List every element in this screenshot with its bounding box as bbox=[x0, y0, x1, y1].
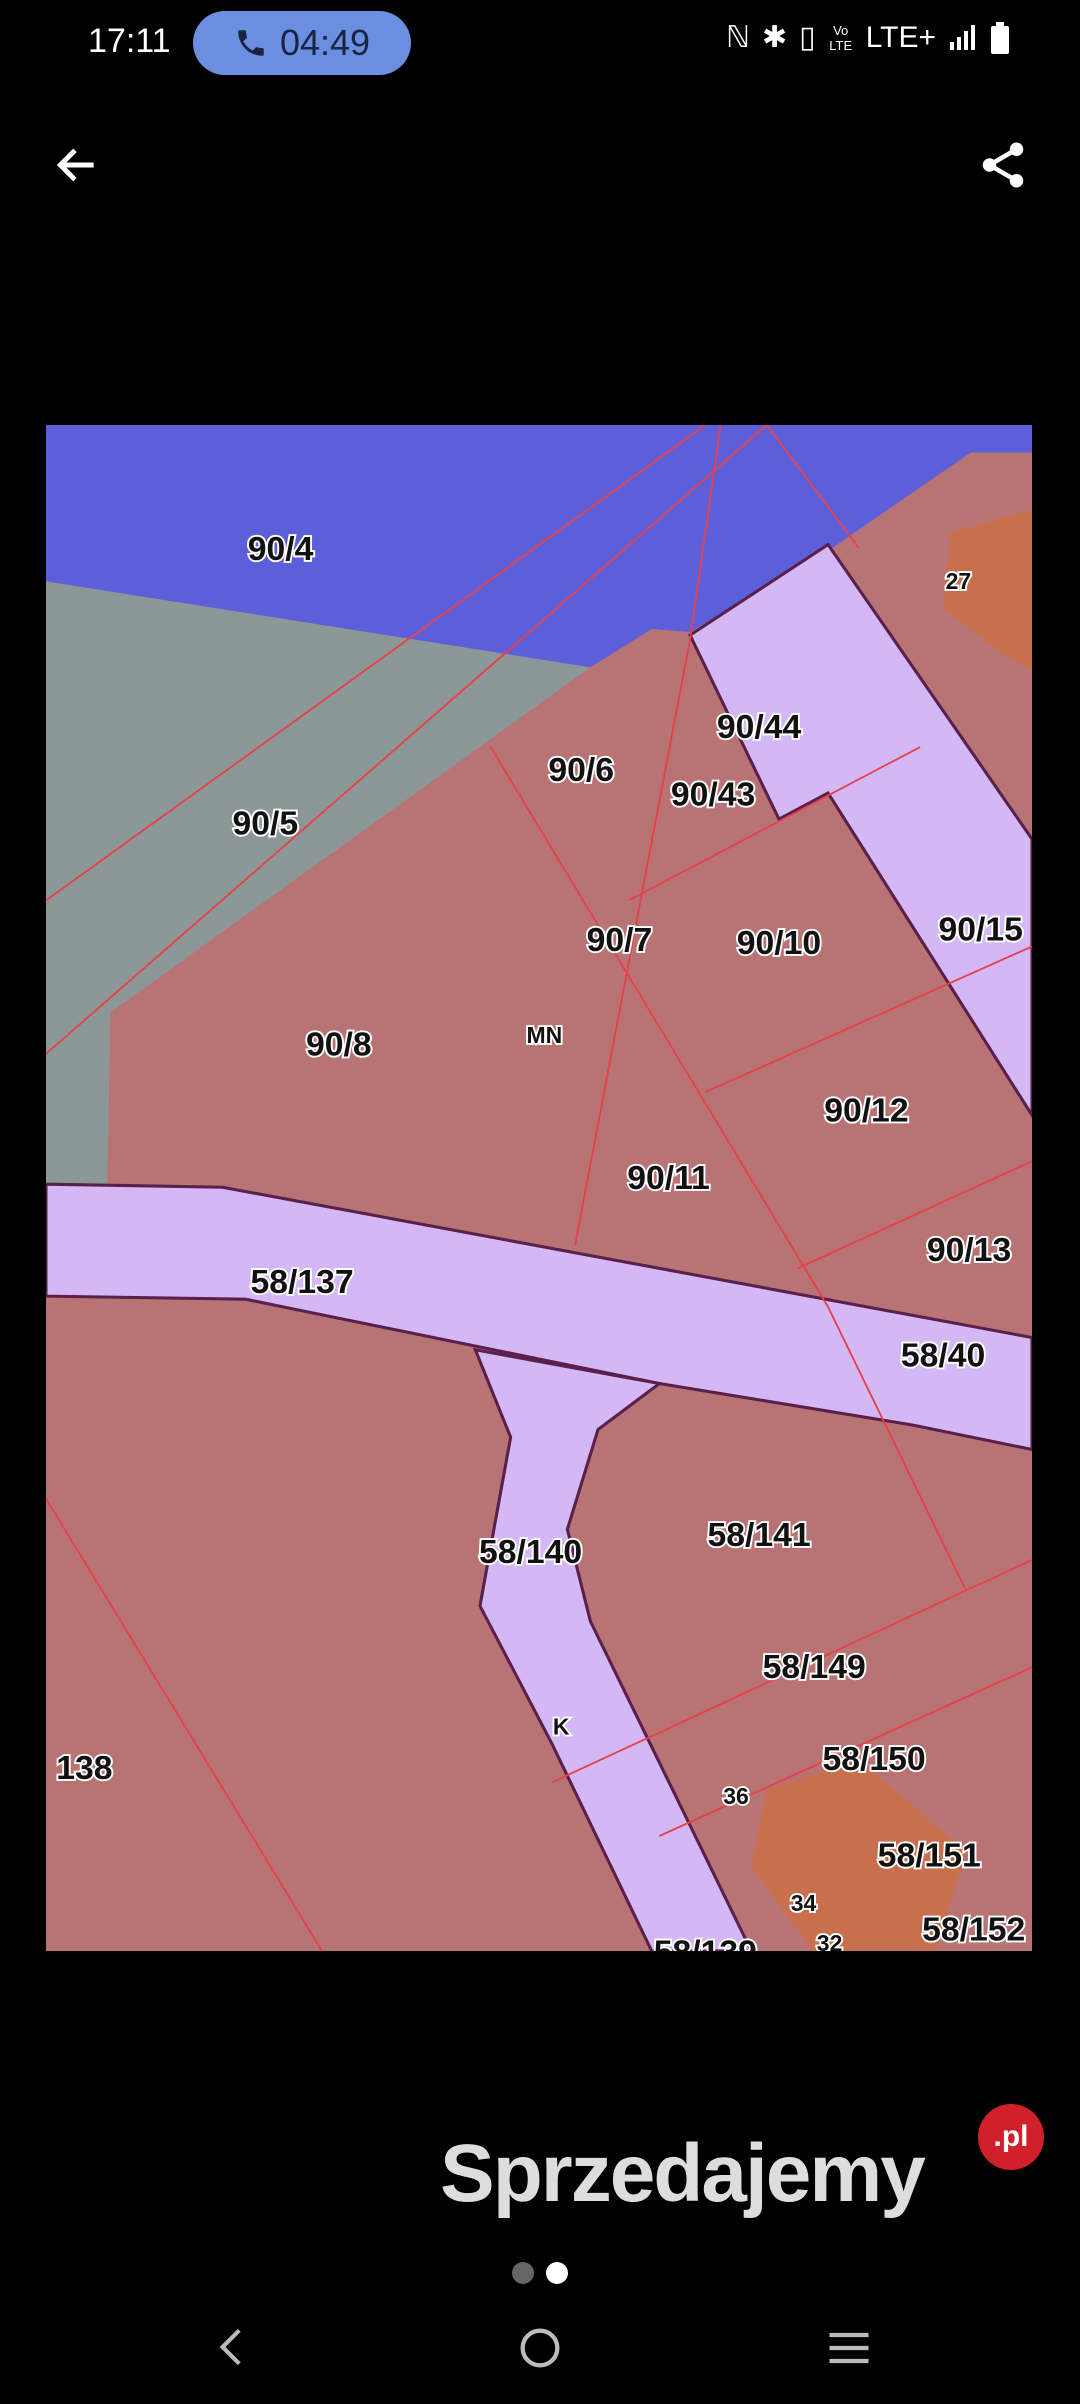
road-58-140 bbox=[472, 1347, 754, 1951]
logo-badge: .pl bbox=[978, 2104, 1044, 2170]
status-icons: ℕ ✱ ▯ Vo LTE LTE+ bbox=[726, 20, 1010, 55]
back-arrow-icon[interactable] bbox=[52, 140, 102, 190]
road-upper bbox=[688, 542, 1032, 1119]
grey-area bbox=[46, 581, 591, 1185]
water-area bbox=[46, 425, 1032, 668]
parcel-label: 90/12 bbox=[824, 1091, 908, 1129]
parcel-label: 58/150 bbox=[822, 1740, 925, 1778]
sprzedajemy-logo: Sprzedajemy bbox=[440, 2128, 926, 2219]
house-number: 34 bbox=[791, 1890, 817, 1916]
parcel-label: 90/6 bbox=[548, 751, 614, 789]
parcel-label: 90/7 bbox=[587, 921, 653, 959]
zoning-label: K bbox=[553, 1714, 570, 1740]
status-time: 17:11 bbox=[88, 22, 171, 60]
parcel-label: 58/152 bbox=[922, 1910, 1025, 1948]
parcel-label: 58/149 bbox=[763, 1648, 866, 1686]
parcel-label: 58/40 bbox=[901, 1337, 985, 1375]
parcel-label: 90/43 bbox=[671, 775, 755, 813]
battery-icon bbox=[991, 21, 1009, 54]
signal-icon bbox=[950, 24, 975, 50]
parcel-lines bbox=[46, 425, 1032, 1951]
phone-icon bbox=[238, 30, 264, 56]
parcel-label: 90/10 bbox=[737, 924, 821, 962]
parcel-label: 90/8 bbox=[306, 1025, 372, 1063]
parcel-label: 90/13 bbox=[927, 1231, 1011, 1269]
parcel-label: 90/5 bbox=[232, 804, 298, 842]
network-type: LTE+ bbox=[865, 20, 936, 54]
zoning-label: MN bbox=[526, 1022, 562, 1048]
parcel-label: 90/4 bbox=[248, 530, 314, 568]
parcel-label: 58/139 bbox=[654, 1933, 757, 1951]
house-number: 27 bbox=[946, 568, 972, 594]
pager-dot-1[interactable] bbox=[512, 2262, 534, 2284]
building-27 bbox=[943, 509, 1032, 671]
parcel-label: 58/141 bbox=[707, 1516, 810, 1554]
bluetooth-icon: ✱ bbox=[762, 21, 788, 54]
parcel-label: 58/140 bbox=[479, 1533, 582, 1571]
house-number: 36 bbox=[723, 1783, 749, 1809]
cadastral-map-image[interactable]: 90/4 90/5 90/6 90/44 90/43 90/7 90/10 90… bbox=[46, 425, 1032, 1951]
nav-recents-icon[interactable] bbox=[823, 2322, 875, 2374]
parcel-label: 58/151 bbox=[878, 1837, 981, 1875]
vibrate-icon: ▯ bbox=[799, 21, 816, 54]
volte-icon: Vo LTE bbox=[829, 22, 853, 53]
house-number: 32 bbox=[817, 1930, 843, 1951]
parcel-label: 90/11 bbox=[627, 1159, 710, 1197]
share-icon[interactable] bbox=[976, 138, 1030, 192]
nav-back-icon[interactable] bbox=[208, 2322, 258, 2372]
parcel-label: 90/15 bbox=[938, 910, 1022, 948]
pager-dot-2-active[interactable] bbox=[546, 2262, 568, 2284]
parcel-label: 90/44 bbox=[717, 708, 802, 746]
parcel-labels: 90/4 90/5 90/6 90/44 90/43 90/7 90/10 90… bbox=[54, 528, 1027, 1951]
parcel-label: 58/137 bbox=[251, 1263, 354, 1301]
ongoing-call-chip[interactable]: 04:49 bbox=[193, 11, 411, 75]
parcel-label: 138 bbox=[56, 1749, 112, 1787]
nav-home-icon[interactable] bbox=[514, 2322, 566, 2374]
nfc-icon: ℕ bbox=[726, 21, 751, 54]
building-36 bbox=[751, 1759, 967, 1951]
road-58-137 bbox=[46, 1182, 1032, 1452]
call-duration: 04:49 bbox=[279, 22, 371, 63]
